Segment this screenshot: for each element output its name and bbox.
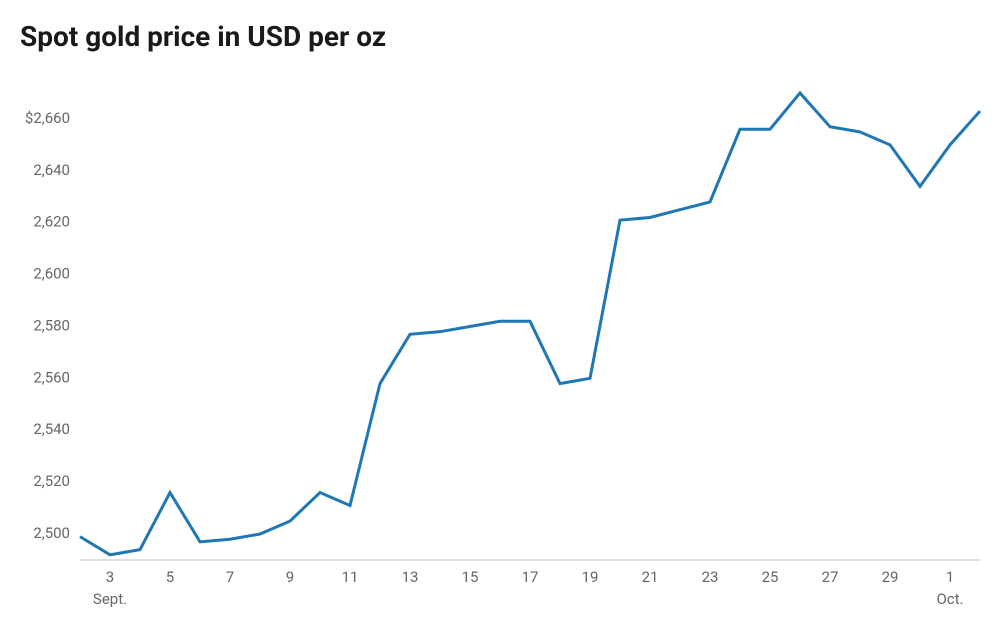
x-tick-label: 3	[106, 568, 114, 586]
x-tick-label: 21	[642, 568, 659, 586]
y-tick-label: 2,600	[33, 265, 70, 283]
x-tick-label: 5	[166, 568, 174, 586]
chart-svg: 2,500 2,520 2,540 2,560 2,580 2,600 2,620 2,640…	[0, 0, 1000, 638]
x-tick-label: 23	[702, 568, 719, 586]
x-tick-label: 11	[342, 568, 359, 586]
y-tick-label: $2,660	[25, 109, 70, 127]
x-month-label: Sept.	[93, 590, 127, 608]
chart-container: Spot gold price in USD per oz 2,5002,520…	[0, 0, 1000, 638]
y-tick-label: 2,540	[33, 420, 70, 438]
x-tick-label: 17	[522, 568, 539, 586]
x-tick-label: 9	[286, 568, 294, 586]
x-tick-label: 19	[582, 568, 599, 586]
x-tick-label: 15	[462, 568, 479, 586]
y-tick-label: 2,520	[33, 472, 70, 490]
y-tick-label: 2,640	[33, 161, 70, 179]
x-tick-label: 29	[882, 568, 899, 586]
x-tick-label: 25	[762, 568, 779, 586]
y-tick-label: 2,560	[33, 368, 70, 386]
y-tick-label: 2,620	[33, 213, 70, 231]
y-tick-label: 2,500	[33, 524, 70, 542]
price-series-line	[80, 93, 980, 555]
y-tick-label: 2,580	[33, 316, 70, 334]
x-tick-label: 1	[946, 568, 954, 586]
x-tick-label: 13	[402, 568, 419, 586]
x-month-label: Oct.	[936, 590, 963, 608]
x-tick-label: 7	[226, 568, 234, 586]
x-tick-label: 27	[822, 568, 839, 586]
